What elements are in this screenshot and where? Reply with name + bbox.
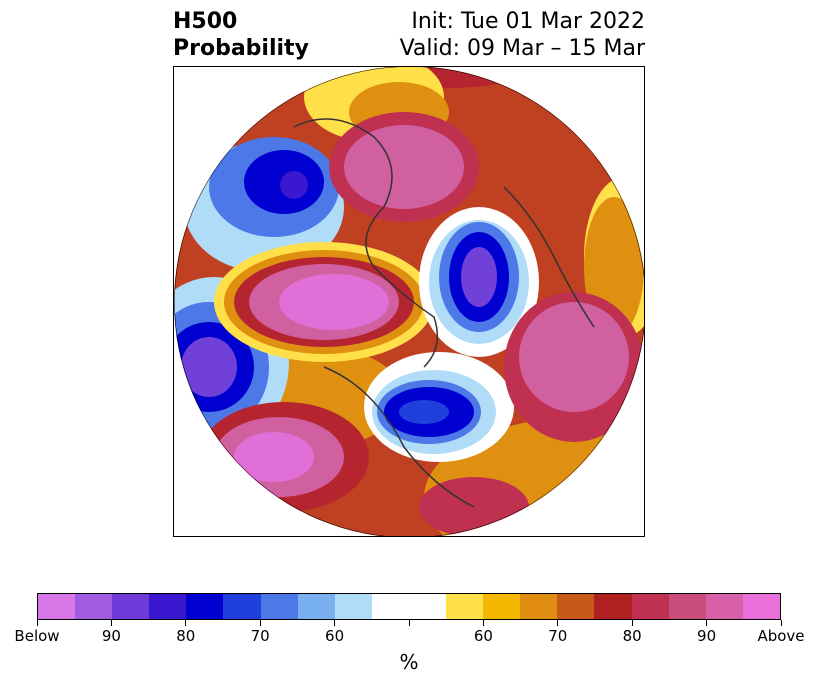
colorbar-segment	[75, 594, 113, 619]
colorbar	[37, 593, 781, 620]
title-line-2: Probability	[173, 36, 309, 61]
probability-map	[174, 67, 644, 536]
colorbar-tick-label: Above	[757, 627, 805, 645]
colorbar-segment	[334, 594, 372, 619]
colorbar-segment	[557, 594, 595, 619]
colorbar-tick	[482, 620, 484, 626]
colorbar-segment	[483, 594, 521, 619]
colorbar-segment	[668, 594, 706, 619]
colorbar-segment	[38, 594, 76, 619]
colorbar-tick-label: Below	[14, 627, 60, 645]
colorbar-segment	[186, 594, 224, 619]
colorbar-segment	[742, 594, 780, 619]
colorbar-tick	[185, 620, 187, 626]
init-date: Init: Tue 01 Mar 2022	[411, 9, 645, 34]
colorbar-tick-label: 60	[325, 627, 345, 645]
colorbar-tick	[334, 620, 336, 626]
colorbar-tick	[706, 620, 708, 626]
colorbar-tick	[557, 620, 559, 626]
colorbar-tick-label: 90	[697, 627, 717, 645]
colorbar-segment	[520, 594, 558, 619]
colorbar-segment	[260, 594, 298, 619]
colorbar-tick	[36, 620, 38, 626]
colorbar-tick-label: 70	[250, 627, 270, 645]
map-panel	[173, 66, 645, 537]
colorbar-segment	[594, 594, 632, 619]
colorbar-segment	[371, 594, 409, 619]
colorbar-segment	[446, 594, 484, 619]
colorbar-tick	[780, 620, 782, 626]
colorbar-tick-label: 90	[101, 627, 121, 645]
colorbar-segment	[297, 594, 335, 619]
colorbar-segment	[631, 594, 669, 619]
colorbar-tick	[259, 620, 261, 626]
colorbar-tick-label: 60	[473, 627, 493, 645]
colorbar-segment	[408, 594, 447, 619]
colorbar-tick	[631, 620, 633, 626]
colorbar-segment	[705, 594, 743, 619]
map-title: H500 Probability	[173, 8, 309, 62]
colorbar-tick-label: 70	[548, 627, 568, 645]
valid-range: Valid: 09 Mar – 15 Mar	[399, 36, 645, 61]
colorbar-segment	[112, 594, 150, 619]
colorbar-tick	[408, 620, 410, 626]
colorbar-tick-label: 80	[176, 627, 196, 645]
forecast-dates: Init: Tue 01 Mar 2022 Valid: 09 Mar – 15…	[400, 8, 645, 62]
title-line-1: H500	[173, 9, 238, 34]
colorbar-segment	[149, 594, 187, 619]
colorbar-tick-label: 80	[622, 627, 642, 645]
colorbar-segment	[223, 594, 261, 619]
colorbar-tick	[110, 620, 112, 626]
colorbar-units: %	[399, 650, 419, 674]
